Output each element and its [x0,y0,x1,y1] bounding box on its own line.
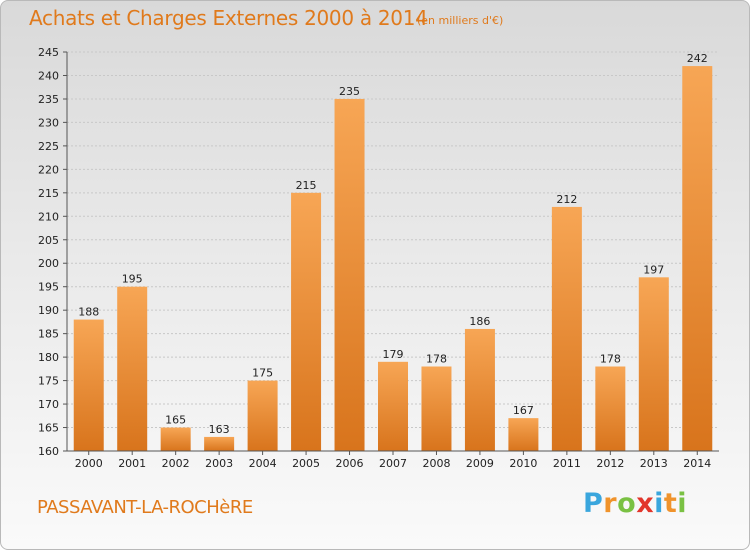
x-tick-label: 2008 [422,457,450,470]
logo-letter: r [603,488,618,519]
y-tick-label: 220 [38,163,59,176]
bar [421,366,452,451]
y-tick-label: 165 [38,422,59,435]
data-label: 215 [296,179,317,192]
y-tick-label: 240 [38,69,59,82]
x-tick-label: 2014 [683,457,711,470]
bar [117,286,148,451]
proxiti-logo: Proxiti [583,488,687,519]
data-label: 163 [209,423,230,436]
bar [638,277,669,451]
logo-letter: i [677,488,688,519]
y-tick-label: 180 [38,351,59,364]
bar [291,192,322,451]
y-tick-label: 205 [38,234,59,247]
data-label: 175 [252,367,273,380]
y-tick-label: 190 [38,304,59,317]
bar [595,366,626,451]
y-tick-label: 200 [38,257,59,270]
labels: 160 165 170 175 180 185 190 195 200 205 210 215 220 2… [38,46,711,470]
logo-letter: i [654,488,664,519]
x-tick-label: 2001 [118,457,146,470]
bar [551,206,582,451]
bar [204,436,235,451]
bar [247,380,278,451]
data-label: 235 [339,85,360,98]
data-label: 195 [122,273,143,286]
bars [73,66,713,452]
bar [334,98,365,452]
x-tick-label: 2004 [249,457,277,470]
x-tick-label: 2010 [509,457,537,470]
axes [63,51,719,455]
y-tick-label: 225 [38,140,59,153]
data-label: 165 [165,414,186,427]
data-label: 178 [426,353,447,366]
x-tick-label: 2005 [292,457,320,470]
commune-name: PASSAVANT-LA-ROCHèRE [37,497,253,518]
bar [73,319,104,451]
logo-letter: o [617,488,637,519]
data-label: 178 [600,353,621,366]
bar [682,66,713,452]
x-tick-label: 2000 [75,457,103,470]
x-tick-label: 2007 [379,457,407,470]
data-label: 188 [78,306,99,319]
bar [464,328,495,451]
y-tick-label: 185 [38,328,59,341]
bar [160,427,191,451]
data-label: 167 [513,404,534,417]
logo-letter: x [636,488,655,519]
logo-letter: t [663,488,678,519]
y-tick-label: 210 [38,210,59,223]
y-tick-label: 160 [38,445,59,458]
logo-letter: P [583,488,604,519]
y-tick-label: 175 [38,375,59,388]
y-tick-label: 195 [38,281,59,294]
y-tick-label: 235 [38,93,59,106]
chart-subtitle: (en milliers d'€) [417,14,504,27]
chart-title: Achats et Charges Externes 2000 à 2014 [29,6,428,30]
x-tick-label: 2002 [162,457,190,470]
x-tick-label: 2012 [596,457,624,470]
y-tick-label: 170 [38,398,59,411]
x-tick-label: 2003 [205,457,233,470]
x-tick-label: 2011 [553,457,581,470]
x-tick-label: 2013 [640,457,668,470]
data-label: 242 [687,52,708,65]
bar [508,418,539,451]
x-tick-label: 2009 [466,457,494,470]
y-tick-label: 230 [38,116,59,129]
y-tick-label: 245 [38,46,59,59]
data-label: 179 [383,348,404,361]
y-tick-label: 215 [38,187,59,200]
data-label: 186 [469,315,490,328]
data-label: 197 [643,263,664,276]
data-label: 212 [556,193,577,206]
x-tick-label: 2006 [336,457,364,470]
bar [378,361,408,451]
